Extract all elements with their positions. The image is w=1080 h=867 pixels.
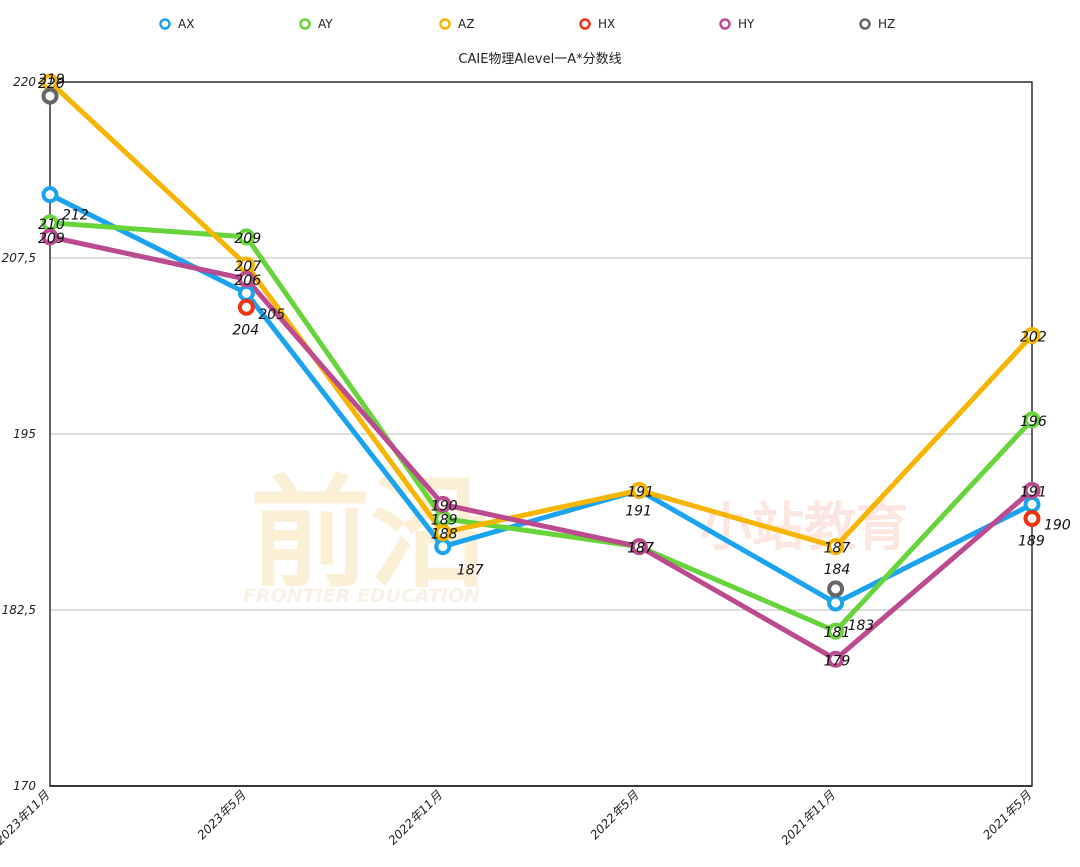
- legend-marker[interactable]: [159, 18, 171, 30]
- legend-label[interactable]: AX: [178, 17, 194, 31]
- legend-marker[interactable]: [719, 18, 731, 30]
- data-point[interactable]: [1023, 326, 1041, 344]
- data-label: 219: [38, 72, 65, 88]
- data-point[interactable]: [41, 186, 59, 204]
- series-line: [47, 220, 1035, 634]
- data-point[interactable]: [827, 580, 845, 598]
- data-point[interactable]: [237, 270, 255, 288]
- data-label: 189: [431, 512, 458, 528]
- legend-label[interactable]: HY: [738, 17, 755, 31]
- data-label: 187: [824, 541, 851, 557]
- data-label: 187: [627, 541, 654, 557]
- data-label: 183: [848, 618, 875, 634]
- data-label: 191: [627, 484, 654, 500]
- data-label: 181: [824, 625, 851, 641]
- data-point[interactable]: [237, 228, 255, 246]
- data-label: 205: [258, 307, 285, 323]
- y-tick-label: 170: [13, 779, 36, 793]
- watermark-right: 小站教育: [700, 498, 908, 558]
- x-tick-label: 2023年11月: [0, 788, 53, 848]
- data-label: 187: [627, 541, 654, 557]
- data-point[interactable]: [1023, 509, 1041, 527]
- data-point[interactable]: [630, 481, 648, 499]
- x-tick-label: 2022年5月: [587, 788, 642, 843]
- data-label: 202: [1020, 329, 1047, 345]
- data-labels: 2122051871911831902102091891871811962202…: [38, 72, 1071, 669]
- legend-label[interactable]: AY: [318, 17, 333, 31]
- data-label: 210: [38, 217, 65, 233]
- legend-label[interactable]: AZ: [458, 17, 474, 31]
- series-line: [47, 234, 1035, 662]
- y-axis-ticks: 170 182,5 195 207,5 220: [2, 75, 37, 793]
- data-point[interactable]: [1023, 411, 1041, 429]
- x-axis-ticks: 2023年11月 2023年5月 2022年11月 2022年5月 2021年11月 20…: [0, 788, 1035, 848]
- data-label: 189: [1018, 533, 1045, 549]
- data-label: 204: [232, 322, 259, 338]
- y-tick-label: 195: [13, 427, 36, 441]
- data-point[interactable]: [827, 622, 845, 640]
- legend-label[interactable]: HZ: [878, 17, 895, 31]
- data-point[interactable]: [827, 650, 845, 668]
- watermark-sub: FRONTIER EDUCATION: [243, 585, 480, 607]
- data-label: 191: [625, 503, 652, 519]
- data-label: 187: [457, 563, 484, 579]
- chart-title: CAIE物理Alevel一A*分数线: [458, 52, 621, 67]
- y-tick-label: 182,5: [2, 603, 36, 617]
- x-tick-label: 2023年5月: [195, 788, 250, 843]
- data-label: 196: [1020, 414, 1047, 430]
- legend-label[interactable]: HX: [598, 17, 615, 31]
- legend-marker[interactable]: [299, 18, 311, 30]
- data-label: 206: [234, 273, 261, 289]
- series-line: [47, 79, 1035, 550]
- y-tick-label: 220: [13, 75, 36, 89]
- data-label: 220: [38, 76, 65, 92]
- data-point[interactable]: [434, 495, 452, 513]
- data-label: 190: [1044, 517, 1071, 533]
- legend: AX AY AZ HX HY HZ: [159, 17, 895, 31]
- data-label: 209: [234, 231, 261, 247]
- series-lines: [47, 79, 1035, 662]
- x-tick-label: 2021年5月: [980, 788, 1035, 843]
- y-tick-label: 207,5: [2, 251, 36, 265]
- data-label: 188: [431, 527, 458, 543]
- data-point[interactable]: [630, 538, 648, 556]
- data-point[interactable]: [41, 228, 59, 246]
- data-point[interactable]: [434, 524, 452, 542]
- data-label: 209: [38, 231, 65, 247]
- legend-marker[interactable]: [439, 18, 451, 30]
- data-point[interactable]: [1023, 481, 1041, 499]
- x-tick-label: 2022年11月: [386, 788, 446, 848]
- x-tick-label: 2021年11月: [778, 788, 838, 848]
- data-label: 179: [824, 653, 851, 669]
- data-point[interactable]: [827, 594, 845, 612]
- data-label: 207: [234, 259, 261, 275]
- data-label: 190: [431, 498, 458, 514]
- data-label: 212: [62, 208, 89, 224]
- legend-marker[interactable]: [859, 18, 871, 30]
- data-point[interactable]: [41, 87, 59, 105]
- data-point[interactable]: [827, 538, 845, 556]
- grid: [49, 81, 1033, 787]
- data-point[interactable]: [237, 298, 255, 316]
- series-line: [47, 192, 1035, 606]
- legend-marker[interactable]: [579, 18, 591, 30]
- data-label: 191: [1020, 484, 1047, 500]
- series-points: [41, 73, 1041, 668]
- data-label: 184: [824, 562, 851, 578]
